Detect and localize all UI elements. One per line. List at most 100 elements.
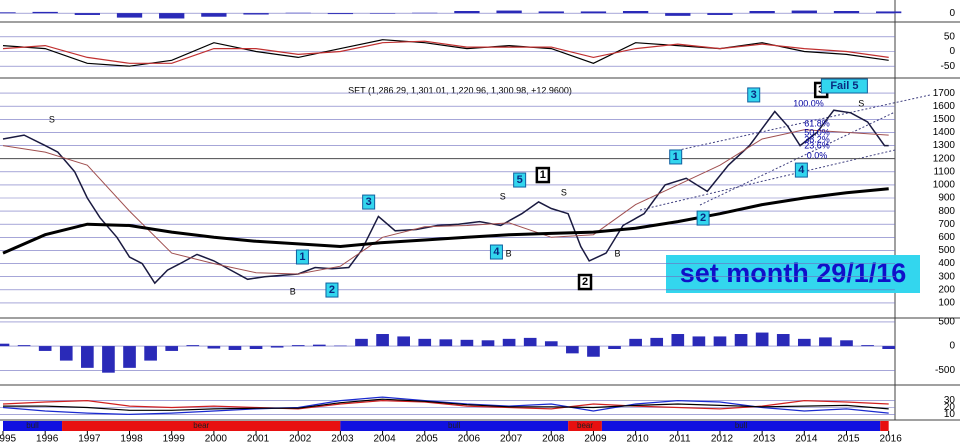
fib-label: 100.0% [793,98,824,108]
bar [0,343,10,347]
bar [622,11,649,14]
bar [32,11,58,14]
bar [38,346,52,351]
y-tick-label: 50 [944,31,956,42]
y-tick-label: 0 [949,341,955,352]
bar [523,337,537,347]
series-line [2,129,889,275]
panel-borders [0,0,960,421]
wave-label: 4 [798,164,805,176]
bar [116,13,143,18]
bar [123,346,136,368]
wave-box [489,244,503,260]
x-tick-label: 2011 [669,434,691,445]
y-tick-label: 400 [938,258,955,269]
wave-label: 1 [673,151,679,163]
x-tick-label: 1996 [36,434,59,445]
bar [692,336,706,347]
bar [0,12,16,14]
y-tick-label: 600 [938,232,955,243]
fib-label: 50.0% [804,127,830,137]
regime-band [568,421,602,431]
regime-band [62,421,341,431]
note: set month 29/1/16 [680,258,907,288]
y-tick-label: 1400 [933,127,956,138]
bar [144,346,157,361]
x-tick-label: 2015 [837,434,860,445]
y-tick-label: 1100 [933,166,955,177]
x-tick-label: 1999 [163,434,186,445]
fib-label: 61.8% [804,118,830,128]
x-tick-label: 2007 [500,434,523,445]
bar [201,13,227,17]
regime-band [880,421,889,431]
bar [397,336,410,347]
bar [840,340,853,347]
bar [369,13,396,14]
bar [749,11,775,14]
wave-label: 2 [700,212,706,224]
y-tick-label: 1300 [933,140,956,151]
wave-box [794,162,808,178]
bar [376,334,389,347]
bar [81,346,94,368]
wave-box [820,78,868,94]
bar [291,345,305,347]
bar [833,11,860,14]
y-tick-label: 1600 [933,101,956,112]
wave-label: B [506,248,512,258]
y-tick-label: 500 [938,245,955,256]
wave-label: S [49,114,55,124]
bar [228,346,242,350]
bar [797,338,811,347]
series-line [2,109,889,285]
bar [734,334,748,347]
x-tick-label: 2002 [289,434,312,445]
bar [327,13,354,15]
bar [334,345,347,347]
bar [243,13,269,15]
wave-label: S [561,187,567,197]
chart-title: SET (1,286.29, 1,301.01, 1,220.96, 1,300… [348,85,572,95]
series-line [2,396,889,416]
y-tick-label: 1200 [933,153,956,164]
regime-band [601,421,881,431]
wave-label: 4 [493,246,500,258]
bar [566,346,579,354]
bar [186,345,200,347]
bar [544,341,558,347]
x-tick-label: 2012 [711,434,734,445]
bar [791,10,817,14]
wave-label: S [500,191,506,201]
x-tick-label: 2010 [626,434,649,445]
series-line [2,187,889,255]
y-tick-label: 1500 [933,114,956,125]
y-tick-label: 10 [944,409,956,420]
y-tick-label: 500 [938,317,955,328]
wave-label: 3 [366,196,372,208]
regime-band [340,421,569,431]
series-line [3,398,889,411]
fib-label: 38.2% [804,134,830,144]
series-line [2,399,889,410]
wave-box [747,87,761,103]
bar [59,346,73,361]
bar [608,346,621,349]
wave-box [325,282,339,298]
regime-band [3,421,63,431]
y-tick-label: 30 [944,395,956,406]
bar [481,340,495,347]
bar [270,346,284,348]
y-tick-label: 0 [949,8,955,19]
wave-box [535,166,551,184]
bar [538,11,564,14]
fib-label: 23.6% [804,140,830,150]
bar [165,346,179,351]
x-tick-label: 2001 [247,434,270,445]
bar [502,338,516,347]
bar [102,346,115,373]
bar [312,344,326,347]
y-tick-label: 100 [938,298,955,309]
